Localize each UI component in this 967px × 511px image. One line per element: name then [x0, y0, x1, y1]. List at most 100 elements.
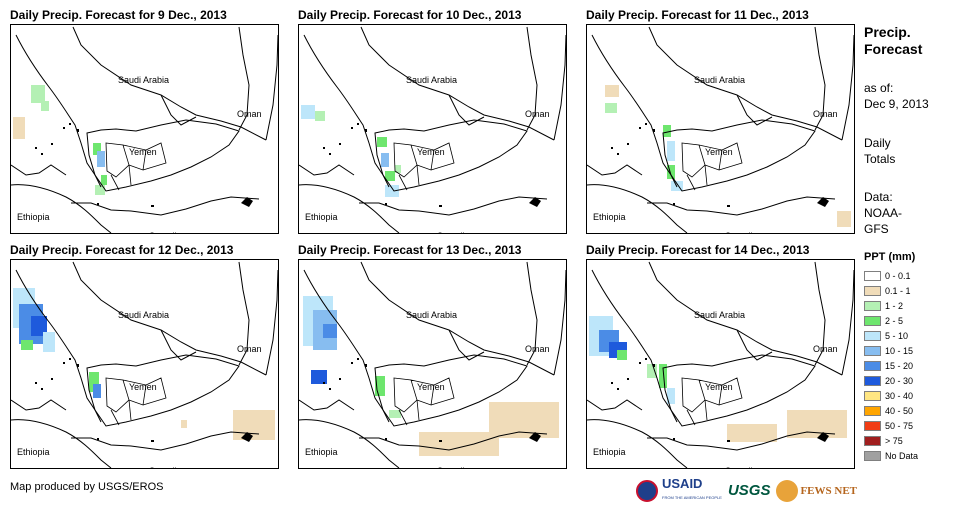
legend-item: 15 - 20 — [864, 358, 964, 373]
daily-totals-note: Daily Totals — [864, 135, 959, 167]
label-somalia: Somalia — [149, 466, 182, 468]
as-of-date: as of: Dec 9, 2013 — [864, 80, 959, 112]
precip-cell — [385, 171, 395, 181]
legend-label: 5 - 10 — [885, 330, 909, 341]
as-of-label: as of: — [864, 81, 894, 95]
precip-cell — [667, 388, 675, 404]
legend-label: 20 - 30 — [885, 375, 914, 386]
label-yemen: Yemen — [129, 147, 157, 157]
panel-title: Daily Precip. Forecast for 13 Dec., 2013 — [298, 243, 522, 257]
legend-title: PPT (mm) — [864, 251, 916, 263]
label-ethiopia: Ethiopia — [593, 212, 626, 222]
precip-map: Saudi Arabia Oman Yemen Ethiopia Somalia — [10, 24, 279, 234]
label-oman: Oman — [813, 344, 838, 354]
legend-item: 30 - 40 — [864, 388, 964, 403]
label-ethiopia: Ethiopia — [593, 447, 626, 457]
legend-label: 2 - 5 — [885, 315, 904, 326]
legend-swatch — [864, 375, 881, 386]
legend-label: > 75 — [885, 435, 903, 446]
legend-swatch — [864, 405, 881, 416]
usgs-logo: USGS — [727, 482, 771, 499]
label-ethiopia: Ethiopia — [305, 212, 338, 222]
legend-item: 10 - 15 — [864, 343, 964, 358]
label-somalia: Somalia — [437, 466, 470, 468]
legend-item: > 75 — [864, 433, 964, 448]
precip-cell — [101, 175, 107, 185]
precip-cell — [31, 85, 45, 103]
legend-label: 40 - 50 — [885, 405, 914, 416]
precip-cell — [375, 376, 385, 396]
precip-cell — [377, 137, 387, 147]
label-oman: Oman — [525, 109, 550, 119]
label-yemen: Yemen — [417, 382, 445, 392]
precip-map: Saudi Arabia Oman Yemen Ethiopia Somalia — [10, 259, 279, 469]
precip-cell — [659, 364, 667, 388]
usaid-logo-text: USAID — [662, 476, 703, 491]
legend-swatch — [864, 435, 881, 446]
legend-label: 0 - 0.1 — [885, 270, 911, 281]
legend-label: 0.1 - 1 — [885, 285, 911, 296]
label-saudi-arabia: Saudi Arabia — [118, 310, 169, 320]
label-saudi-arabia: Saudi Arabia — [694, 310, 745, 320]
precip-cell — [181, 420, 187, 428]
precip-cell — [31, 316, 47, 336]
precip-map: Saudi Arabia Oman Yemen Ethiopia Somalia — [298, 24, 567, 234]
forecast-title: Precip. Forecast — [864, 24, 959, 58]
legend-item: 2 - 5 — [864, 313, 964, 328]
legend-swatch — [864, 270, 881, 281]
legend-item: No Data — [864, 448, 964, 463]
precip-cell — [43, 332, 55, 352]
precip-map: Saudi Arabia Oman Yemen Ethiopia Somalia — [586, 259, 855, 469]
label-yemen: Yemen — [705, 147, 733, 157]
precip-cell — [395, 165, 401, 173]
precip-cell — [381, 153, 389, 167]
precip-map: Saudi Arabia Oman Yemen Ethiopia Somalia — [298, 259, 567, 469]
forecast-title-line1: Precip. — [864, 24, 911, 40]
fews-globe-icon — [776, 480, 799, 502]
precip-cell — [605, 85, 619, 97]
precip-cell — [385, 185, 399, 197]
precip-cell — [727, 424, 777, 442]
precip-cell — [419, 432, 499, 456]
precip-cell — [315, 111, 325, 121]
precip-cell — [323, 324, 337, 338]
legend-label: 30 - 40 — [885, 390, 914, 401]
legend-swatch — [864, 360, 881, 371]
fews-net-logo: FEWS NET — [800, 485, 857, 497]
precip-map: Saudi Arabia Oman Yemen Ethiopia Somalia — [586, 24, 855, 234]
legend-swatch — [864, 285, 881, 296]
legend-item: 5 - 10 — [864, 328, 964, 343]
label-ethiopia: Ethiopia — [305, 447, 338, 457]
label-saudi-arabia: Saudi Arabia — [406, 310, 457, 320]
usaid-logo: USAID FROM THE AMERICAN PEOPLE — [662, 477, 722, 505]
precip-cell — [647, 364, 657, 378]
logo-strip: USAID FROM THE AMERICAN PEOPLE USGS FEWS… — [636, 477, 857, 505]
legend-item: 1 - 2 — [864, 298, 964, 313]
precip-cell — [233, 410, 275, 440]
precip-cell — [787, 410, 847, 438]
label-oman: Oman — [813, 109, 838, 119]
label-saudi-arabia: Saudi Arabia — [406, 75, 457, 85]
legend-label: No Data — [885, 450, 919, 461]
legend-item: 0 - 0.1 — [864, 268, 964, 283]
daily-label: Daily — [864, 136, 891, 150]
precip-cell — [95, 185, 105, 195]
label-somalia: Somalia — [149, 231, 182, 233]
precip-cell — [605, 103, 617, 113]
label-ethiopia: Ethiopia — [17, 447, 50, 457]
precip-cell — [389, 410, 401, 418]
precip-legend: 0 - 0.1 0.1 - 1 1 - 2 2 - 5 5 - 10 10 - 15 15 … — [864, 268, 964, 463]
panel-title: Daily Precip. Forecast for 9 Dec., 2013 — [10, 8, 227, 22]
data-source-line1: NOAA- — [864, 206, 903, 220]
precip-cell — [837, 211, 851, 227]
precip-cell — [617, 350, 627, 360]
label-yemen: Yemen — [129, 382, 157, 392]
label-somalia: Somalia — [437, 231, 470, 233]
precip-cell — [41, 101, 49, 111]
data-source-line2: GFS — [864, 222, 889, 236]
legend-item: 0.1 - 1 — [864, 283, 964, 298]
legend-swatch — [864, 315, 881, 326]
label-oman: Oman — [237, 109, 262, 119]
totals-label: Totals — [864, 152, 896, 166]
precip-cell — [667, 165, 675, 179]
